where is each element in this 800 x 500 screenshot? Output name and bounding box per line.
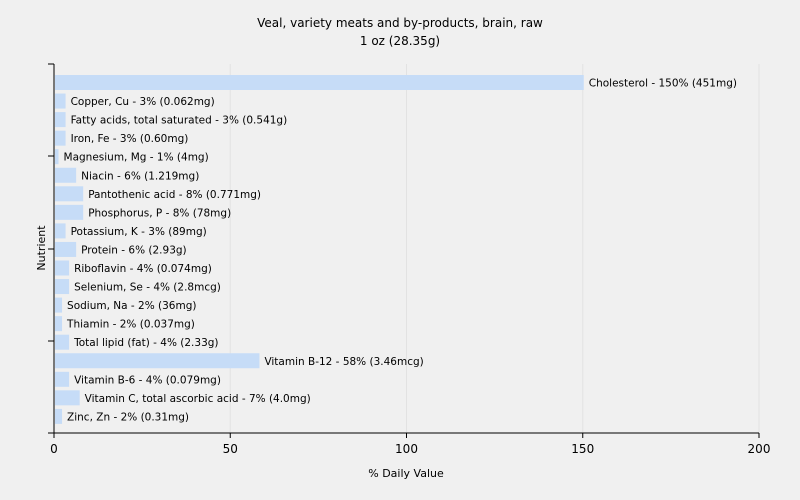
bar — [55, 371, 70, 387]
bar — [55, 93, 66, 109]
data-label: Potassium, K - 3% (89mg) — [71, 226, 207, 238]
bar — [55, 353, 260, 369]
bar — [55, 149, 59, 165]
data-label: Vitamin B-6 - 4% (0.079mg) — [74, 374, 221, 386]
bar — [55, 186, 84, 202]
data-label: Thiamin - 2% (0.037mg) — [66, 319, 195, 331]
data-label: Cholesterol - 150% (451mg) — [589, 78, 737, 90]
x-tick-label: 150 — [571, 442, 594, 456]
bar — [55, 390, 80, 406]
data-label: Vitamin B-12 - 58% (3.46mcg) — [264, 356, 423, 368]
data-label: Zinc, Zn - 2% (0.31mg) — [67, 411, 189, 423]
data-label: Sodium, Na - 2% (36mg) — [67, 300, 196, 312]
data-label: Riboflavin - 4% (0.074mg) — [74, 263, 212, 275]
x-axis-label: % Daily Value — [368, 467, 444, 480]
bar — [55, 334, 70, 350]
chart-subtitle: 1 oz (28.35g) — [360, 34, 440, 48]
bar — [55, 316, 63, 332]
data-label: Niacin - 6% (1.219mg) — [81, 170, 199, 182]
x-tick-label: 100 — [395, 442, 418, 456]
bar — [55, 408, 63, 424]
bar — [55, 112, 66, 128]
data-label: Selenium, Se - 4% (2.8mcg) — [74, 282, 221, 294]
bar — [55, 297, 63, 313]
bar — [55, 260, 70, 276]
data-label: Phosphorus, P - 8% (78mg) — [88, 207, 231, 219]
data-label: Pantothenic acid - 8% (0.771mg) — [88, 189, 261, 201]
bar — [55, 167, 77, 183]
axes: 0 50 100 150 200 — [48, 63, 771, 456]
data-label: Vitamin C, total ascorbic acid - 7% (4.0… — [85, 393, 311, 405]
bar — [55, 241, 77, 257]
bar-series: Cholesterol - 150% (451mg) Copper, Cu - 3… — [55, 75, 737, 424]
data-label: Copper, Cu - 3% (0.062mg) — [71, 96, 215, 108]
data-label: Iron, Fe - 3% (0.60mg) — [71, 133, 189, 145]
x-tick-label: 200 — [748, 442, 771, 456]
x-tick-label: 0 — [50, 442, 58, 456]
bar — [55, 130, 66, 146]
data-label: Protein - 6% (2.93g) — [81, 244, 187, 256]
data-label: Total lipid (fat) - 4% (2.33g) — [73, 337, 218, 349]
data-label: Magnesium, Mg - 1% (4mg) — [64, 152, 209, 164]
y-axis-label: Nutrient — [35, 225, 48, 271]
x-tick-label: 50 — [223, 442, 238, 456]
grid-lines — [229, 64, 760, 433]
bar — [55, 279, 70, 295]
bar — [55, 204, 84, 220]
chart-title: Veal, variety meats and by-products, bra… — [257, 16, 543, 30]
bar — [55, 223, 66, 239]
data-label: Fatty acids, total saturated - 3% (0.541… — [71, 115, 288, 127]
bar — [55, 75, 584, 90]
